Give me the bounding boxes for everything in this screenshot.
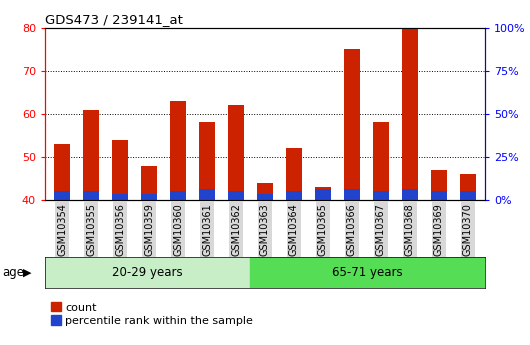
Text: GSM10368: GSM10368 [405,203,414,256]
Bar [460,174,475,200]
Bar [460,191,475,200]
Text: GSM10370: GSM10370 [463,203,473,256]
Text: 20-29 years: 20-29 years [112,266,183,279]
Text: GSM10355: GSM10355 [86,203,96,256]
Bar [250,257,485,288]
Bar [228,105,244,200]
Bar [431,191,447,200]
Bar [170,191,186,200]
Bar [286,148,302,200]
Bar [315,189,331,200]
Bar [373,191,388,200]
Text: GSM10354: GSM10354 [57,203,67,256]
Legend: count, percentile rank within the sample: count, percentile rank within the sample [50,302,253,326]
Text: GSM10356: GSM10356 [116,203,125,256]
Bar [83,110,99,200]
Bar [373,122,388,200]
Bar [199,122,215,200]
Text: GSM10359: GSM10359 [144,203,154,256]
Text: GSM10364: GSM10364 [289,203,299,256]
Bar [228,191,244,200]
Bar [402,28,418,200]
Bar [257,183,273,200]
Bar [142,194,157,200]
Bar [45,257,250,288]
Bar [112,194,128,200]
Bar [55,144,70,200]
Bar [55,191,70,200]
Text: GSM10362: GSM10362 [231,203,241,256]
Text: GSM10363: GSM10363 [260,203,270,256]
Bar [315,187,331,200]
Text: GDS473 / 239141_at: GDS473 / 239141_at [45,13,183,27]
Bar [286,191,302,200]
Bar [199,189,215,200]
Bar [402,189,418,200]
Bar [170,101,186,200]
Bar [142,166,157,200]
Text: age: age [3,266,25,279]
Text: 65-71 years: 65-71 years [332,266,403,279]
Text: GSM10366: GSM10366 [347,203,357,256]
Bar [344,49,360,200]
Bar [257,194,273,200]
Bar [112,140,128,200]
Text: GSM10360: GSM10360 [173,203,183,256]
Text: GSM10361: GSM10361 [202,203,212,256]
Bar [431,170,447,200]
Text: GSM10365: GSM10365 [318,203,328,256]
Bar [344,189,360,200]
Bar [83,191,99,200]
Text: GSM10369: GSM10369 [434,203,444,256]
Text: ▶: ▶ [23,268,31,277]
Text: GSM10367: GSM10367 [376,203,386,256]
